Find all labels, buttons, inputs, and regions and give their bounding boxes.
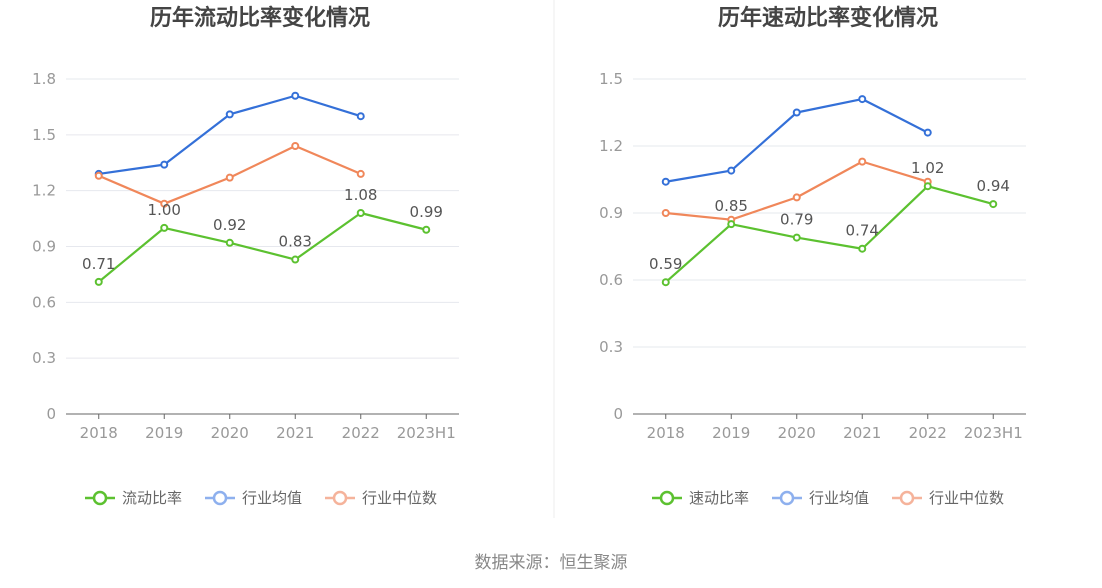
legend-label: 流动比率 [122, 489, 182, 507]
legend-item-company[interactable]: 速动比率 [652, 489, 749, 507]
x-tick-label: 2020 [778, 424, 816, 442]
legend-marker [899, 490, 915, 506]
data-label: 0.99 [410, 203, 443, 221]
data-label: 1.08 [344, 186, 377, 204]
data-point-company[interactable] [727, 220, 736, 229]
data-point-company[interactable] [160, 223, 169, 232]
data-point-industry-median[interactable] [291, 142, 300, 150]
legend-marker [92, 490, 108, 506]
data-point-company[interactable] [792, 233, 801, 242]
data-label: 0.83 [279, 233, 312, 251]
y-tick-label: 1.8 [32, 70, 56, 88]
data-point-industry-median[interactable] [661, 209, 670, 217]
legend-item-industry-median[interactable]: 行业中位数 [892, 489, 1004, 507]
y-tick-label: 1.5 [32, 126, 56, 144]
x-tick-label: 2018 [80, 424, 118, 442]
series-industry-avg [94, 91, 365, 178]
x-tick-label: 2019 [712, 424, 750, 442]
series-industry-median [94, 142, 365, 208]
x-tick-label: 2021 [843, 424, 881, 442]
x-tick-label: 2021 [276, 424, 314, 442]
data-point-company[interactable] [989, 200, 998, 209]
x-tick-label: 2019 [145, 424, 183, 442]
x-tick-label: 2020 [211, 424, 249, 442]
data-point-industry-avg[interactable] [727, 166, 736, 175]
y-tick-label: 1.2 [32, 182, 56, 200]
legend-label: 速动比率 [689, 489, 749, 507]
data-point-company[interactable] [923, 182, 932, 191]
data-label: 0.92 [213, 216, 246, 234]
chart-title: 历年流动比率变化情况 [150, 5, 370, 31]
y-tick-label: 0.3 [599, 338, 623, 356]
data-label: 1.00 [148, 201, 181, 219]
y-tick-label: 1.2 [599, 137, 623, 155]
data-point-industry-avg[interactable] [858, 95, 867, 104]
data-label: 0.94 [977, 177, 1010, 195]
legend-item-company[interactable]: 流动比率 [85, 489, 182, 507]
chart-title: 历年速动比率变化情况 [718, 5, 938, 31]
data-point-industry-avg[interactable] [225, 110, 234, 119]
x-tick-label: 2023H1 [964, 424, 1023, 442]
y-tick-label: 0.6 [32, 293, 56, 311]
data-label: 0.71 [82, 255, 115, 273]
legend-marker [659, 490, 675, 506]
source-note: 数据来源：恒生聚源 [475, 553, 628, 573]
data-point-industry-median[interactable] [792, 193, 801, 202]
x-tick-label: 2018 [647, 424, 685, 442]
data-point-industry-median[interactable] [225, 173, 234, 182]
series-line-company [98, 211, 427, 283]
data-point-company[interactable] [225, 238, 234, 247]
data-label: 0.59 [649, 255, 682, 273]
series-company: 0.59 0.85 0.79 0.74 1.02 0.94 [649, 159, 1010, 287]
legend-marker [332, 490, 348, 506]
data-point-industry-avg[interactable] [356, 112, 365, 121]
data-point-industry-median[interactable] [356, 169, 365, 178]
data-label: 0.79 [780, 211, 813, 229]
data-point-company[interactable] [291, 255, 300, 264]
legend-marker [212, 490, 228, 506]
legend-item-industry-avg[interactable]: 行业均值 [205, 489, 302, 507]
data-point-company[interactable] [422, 225, 431, 234]
data-point-industry-avg[interactable] [160, 160, 169, 169]
legend-label: 行业均值 [809, 489, 869, 507]
legend-item-industry-avg[interactable]: 行业均值 [772, 489, 869, 507]
data-point-company[interactable] [858, 244, 867, 253]
data-label: 1.02 [911, 159, 944, 177]
data-point-industry-median[interactable] [94, 171, 103, 180]
y-tick-label: 0.3 [32, 349, 56, 367]
data-point-industry-avg[interactable] [923, 128, 932, 137]
y-tick-label: 0.6 [599, 271, 623, 289]
y-tick-label: 0.9 [32, 238, 56, 256]
data-point-industry-median[interactable] [858, 157, 867, 166]
data-label: 0.85 [715, 197, 748, 215]
y-tick-label: 0 [613, 405, 623, 423]
series-company: 0.71 1.00 0.92 0.83 1.08 0.99 [82, 186, 443, 286]
data-point-industry-avg[interactable] [661, 177, 670, 186]
legend-label: 行业均值 [242, 489, 302, 507]
x-tick-label: 2022 [909, 424, 947, 442]
chart-panel-2: 历年速动比率变化情况 0 0.3 0.6 0.9 1.2 1.5 2018 2019 2020 20… [599, 5, 1026, 507]
data-label: 0.74 [846, 222, 879, 240]
series-industry-avg [661, 95, 932, 186]
data-point-industry-avg[interactable] [792, 108, 801, 117]
charts-container: 历年流动比率变化情况 0 0.3 0.6 0.9 1.2 1.5 1.8 2018 2019 202… [32, 5, 1026, 507]
y-tick-label: 1.5 [599, 70, 623, 88]
y-tick-label: 0 [46, 405, 56, 423]
data-point-company[interactable] [356, 209, 365, 217]
legend-item-industry-median[interactable]: 行业中位数 [325, 489, 437, 507]
x-tick-label: 2022 [342, 424, 380, 442]
legend-marker [779, 490, 795, 506]
data-point-company[interactable] [94, 277, 103, 286]
data-point-industry-median[interactable] [160, 199, 169, 208]
data-point-industry-avg[interactable] [291, 91, 300, 100]
legend-label: 行业中位数 [929, 489, 1004, 507]
series-line-company [665, 185, 994, 284]
data-point-company[interactable] [661, 278, 670, 287]
y-tick-label: 0.9 [599, 204, 623, 222]
chart-panel-1: 历年流动比率变化情况 0 0.3 0.6 0.9 1.2 1.5 1.8 2018 2019 202… [32, 5, 459, 507]
x-tick-label: 2023H1 [397, 424, 456, 442]
legend-label: 行业中位数 [362, 489, 437, 507]
